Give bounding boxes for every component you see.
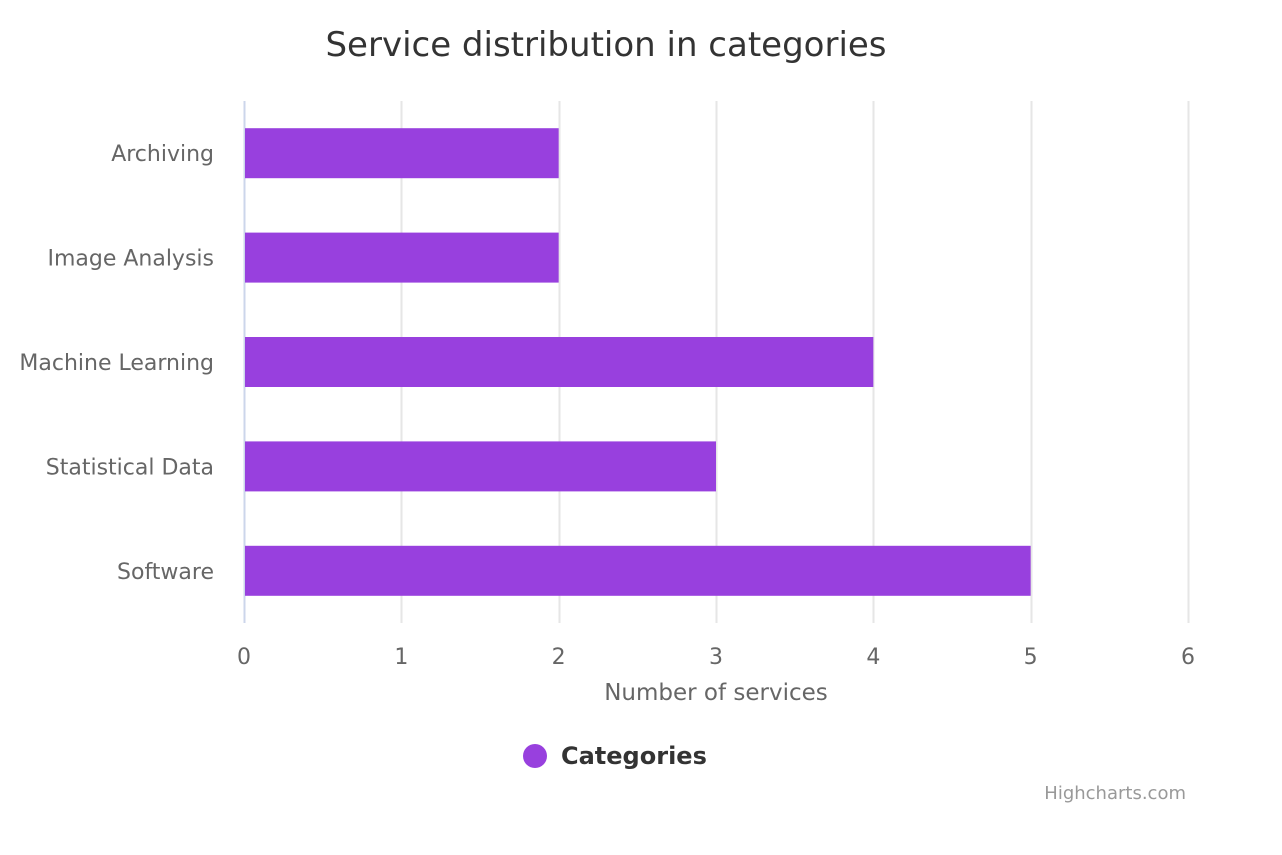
x-tick-label: 0 — [237, 645, 251, 670]
x-tick-label: 6 — [1181, 645, 1195, 670]
x-tick-labels: 0 1 2 3 4 5 6 — [237, 645, 1195, 670]
category-label: Image Analysis — [47, 247, 214, 272]
category-label: Machine Learning — [19, 351, 214, 376]
x-axis-title: Number of services — [604, 680, 828, 706]
x-tick-label: 1 — [394, 645, 408, 670]
credits-link[interactable]: Highcharts.com — [1044, 783, 1186, 804]
x-tick-label: 3 — [709, 645, 723, 670]
legend[interactable]: Categories — [523, 742, 707, 770]
category-label: Archiving — [111, 142, 214, 167]
chart-title: Service distribution in categories — [325, 25, 886, 65]
x-tick-label: 4 — [866, 645, 880, 670]
x-tick-label: 2 — [552, 645, 566, 670]
bar-software[interactable] — [245, 545, 1031, 596]
category-labels: Archiving Image Analysis Machine Learning S… — [19, 142, 214, 585]
bar-image-analysis[interactable] — [245, 232, 559, 283]
x-tick-label: 5 — [1024, 645, 1038, 670]
legend-marker-icon[interactable] — [523, 744, 547, 768]
category-label: Software — [117, 560, 214, 585]
legend-label[interactable]: Categories — [561, 742, 707, 770]
bars — [245, 128, 1031, 596]
bar-statistical-data[interactable] — [245, 441, 716, 492]
category-label: Statistical Data — [46, 455, 214, 480]
bar-archiving[interactable] — [245, 128, 559, 179]
bar-machine-learning[interactable] — [245, 337, 874, 387]
